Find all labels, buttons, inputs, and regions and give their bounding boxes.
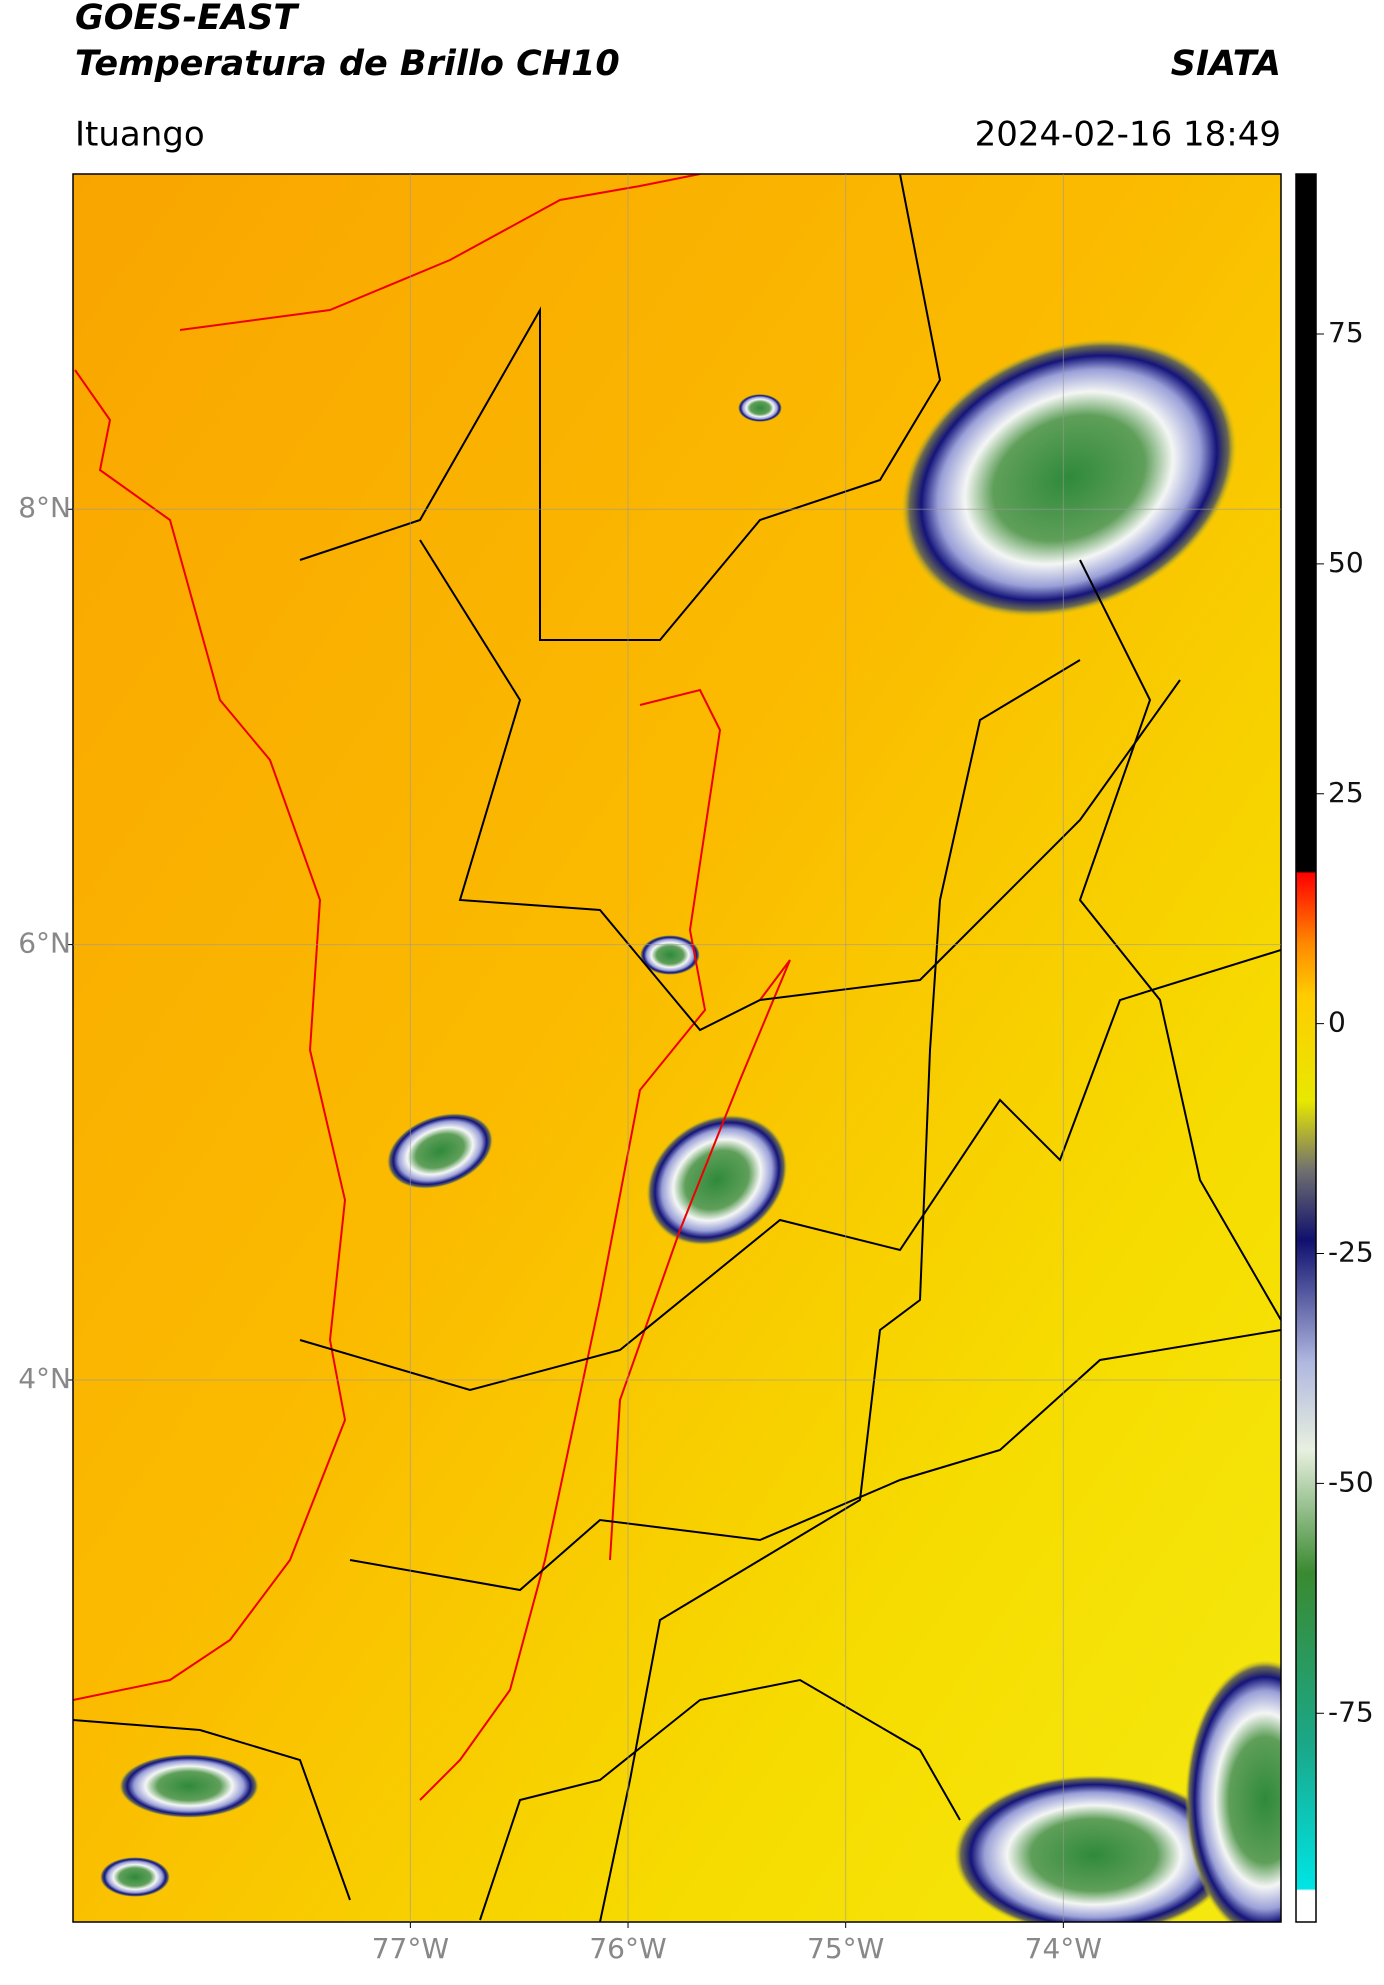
datetime: 2024-02-16 18:49 — [975, 115, 1281, 155]
title: GOES-EAST — [75, 0, 300, 38]
y-tick-label: 8°N — [18, 491, 71, 524]
colorbar-tick-label: 75 — [1328, 316, 1364, 349]
colorbar-tick-label: -75 — [1328, 1695, 1374, 1728]
colorbar-tick-label: 0 — [1328, 1006, 1346, 1039]
x-tick-label: 75°W — [807, 1932, 884, 1965]
y-tick-label: 6°N — [18, 927, 71, 960]
map-image — [73, 174, 1281, 1922]
colorbar — [1295, 173, 1317, 1923]
brand: SIATA — [1171, 44, 1281, 84]
x-tick-label: 77°W — [372, 1932, 449, 1965]
y-tick-label: 4°N — [18, 1362, 71, 1395]
colorbar-tick-label: 25 — [1328, 776, 1364, 809]
colorbar-tick-label: -50 — [1328, 1465, 1374, 1498]
location: Ituango — [75, 115, 205, 155]
colorbar-tick-label: -25 — [1328, 1236, 1374, 1269]
map-frame — [72, 173, 1282, 1923]
x-tick-label: 76°W — [589, 1932, 666, 1965]
x-tick-label: 74°W — [1025, 1932, 1102, 1965]
subtitle: Temperatura de Brillo CH10 — [75, 44, 620, 84]
colorbar-tick-label: 50 — [1328, 546, 1364, 579]
